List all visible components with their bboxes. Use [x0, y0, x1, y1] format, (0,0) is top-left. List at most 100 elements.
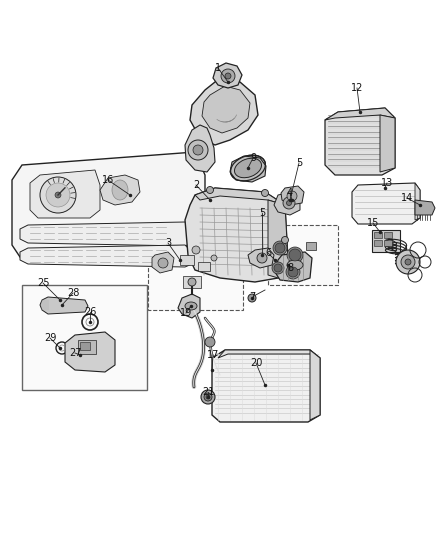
Circle shape [286, 265, 300, 279]
Polygon shape [185, 125, 215, 172]
Polygon shape [212, 350, 320, 422]
Circle shape [248, 294, 256, 302]
Text: 9: 9 [250, 153, 256, 163]
Text: 26: 26 [84, 307, 96, 317]
Text: 13: 13 [381, 178, 393, 188]
Circle shape [158, 258, 168, 268]
Polygon shape [40, 297, 88, 314]
Ellipse shape [112, 180, 128, 200]
Text: 25: 25 [37, 278, 49, 288]
Polygon shape [195, 188, 285, 205]
Circle shape [188, 140, 208, 160]
Circle shape [211, 255, 217, 261]
Circle shape [192, 246, 200, 254]
Circle shape [205, 337, 215, 347]
Text: 4: 4 [287, 188, 293, 198]
Circle shape [40, 177, 76, 213]
Text: 2: 2 [193, 180, 199, 190]
Circle shape [204, 393, 212, 401]
Circle shape [201, 390, 215, 404]
Text: 27: 27 [69, 348, 81, 358]
Bar [180, 255, 194, 265]
Bar [80, 342, 90, 350]
Circle shape [287, 247, 303, 263]
Text: 15: 15 [367, 218, 379, 228]
Circle shape [288, 267, 298, 277]
Polygon shape [415, 183, 420, 220]
Text: 20: 20 [250, 358, 262, 368]
Polygon shape [281, 186, 304, 205]
Text: 3: 3 [165, 238, 171, 248]
Ellipse shape [287, 260, 303, 270]
Circle shape [401, 255, 415, 269]
Polygon shape [65, 332, 115, 372]
Text: 5: 5 [296, 158, 302, 168]
Polygon shape [30, 170, 100, 218]
Polygon shape [20, 222, 192, 246]
Polygon shape [230, 156, 266, 182]
Polygon shape [190, 78, 258, 145]
Text: 19: 19 [180, 308, 192, 318]
Text: 5: 5 [259, 208, 265, 218]
Circle shape [221, 69, 235, 83]
Circle shape [396, 250, 420, 274]
Polygon shape [325, 108, 395, 175]
Bar [384, 232, 392, 238]
Circle shape [287, 191, 297, 201]
Bar [22, 285, 147, 390]
Polygon shape [310, 350, 320, 420]
Polygon shape [325, 108, 395, 120]
Ellipse shape [230, 155, 265, 181]
Polygon shape [213, 63, 242, 88]
Bar [183, 276, 201, 288]
Circle shape [257, 253, 267, 263]
Circle shape [283, 197, 295, 209]
Circle shape [206, 187, 213, 193]
Polygon shape [268, 200, 288, 280]
Polygon shape [20, 245, 192, 267]
Bar [148, 238, 243, 310]
Polygon shape [178, 294, 200, 318]
Polygon shape [152, 252, 174, 273]
Circle shape [46, 183, 70, 207]
Polygon shape [185, 188, 288, 282]
Polygon shape [202, 86, 250, 133]
Bar [78, 340, 96, 354]
Circle shape [225, 73, 231, 79]
Text: 14: 14 [401, 193, 413, 203]
Text: 21: 21 [202, 387, 214, 397]
Ellipse shape [185, 302, 197, 310]
Text: 8: 8 [287, 263, 293, 273]
Circle shape [188, 278, 196, 286]
Circle shape [286, 200, 292, 206]
Polygon shape [248, 248, 274, 268]
Circle shape [289, 249, 301, 261]
Ellipse shape [234, 158, 261, 177]
Text: 16: 16 [102, 175, 114, 185]
Polygon shape [415, 200, 435, 215]
Circle shape [261, 190, 268, 197]
Bar [384, 240, 392, 246]
Bar [372, 230, 400, 252]
Polygon shape [274, 192, 300, 215]
Text: 28: 28 [67, 288, 79, 298]
Polygon shape [218, 350, 320, 358]
Polygon shape [352, 183, 420, 224]
Polygon shape [380, 115, 395, 172]
Circle shape [272, 262, 284, 274]
Text: 17: 17 [207, 350, 219, 360]
Polygon shape [275, 252, 312, 282]
Text: 12: 12 [351, 83, 363, 93]
Circle shape [405, 259, 411, 265]
Bar [306, 242, 316, 250]
Bar [374, 240, 382, 246]
Circle shape [55, 192, 61, 198]
Bar [198, 262, 210, 271]
Circle shape [275, 243, 285, 253]
Text: 7: 7 [249, 292, 255, 302]
Polygon shape [100, 175, 140, 205]
Bar [374, 232, 382, 238]
Text: 1: 1 [215, 63, 221, 73]
Circle shape [282, 237, 289, 244]
Circle shape [273, 241, 287, 255]
